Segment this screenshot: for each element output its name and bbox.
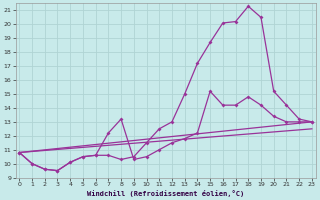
X-axis label: Windchill (Refroidissement éolien,°C): Windchill (Refroidissement éolien,°C) xyxy=(87,190,244,197)
